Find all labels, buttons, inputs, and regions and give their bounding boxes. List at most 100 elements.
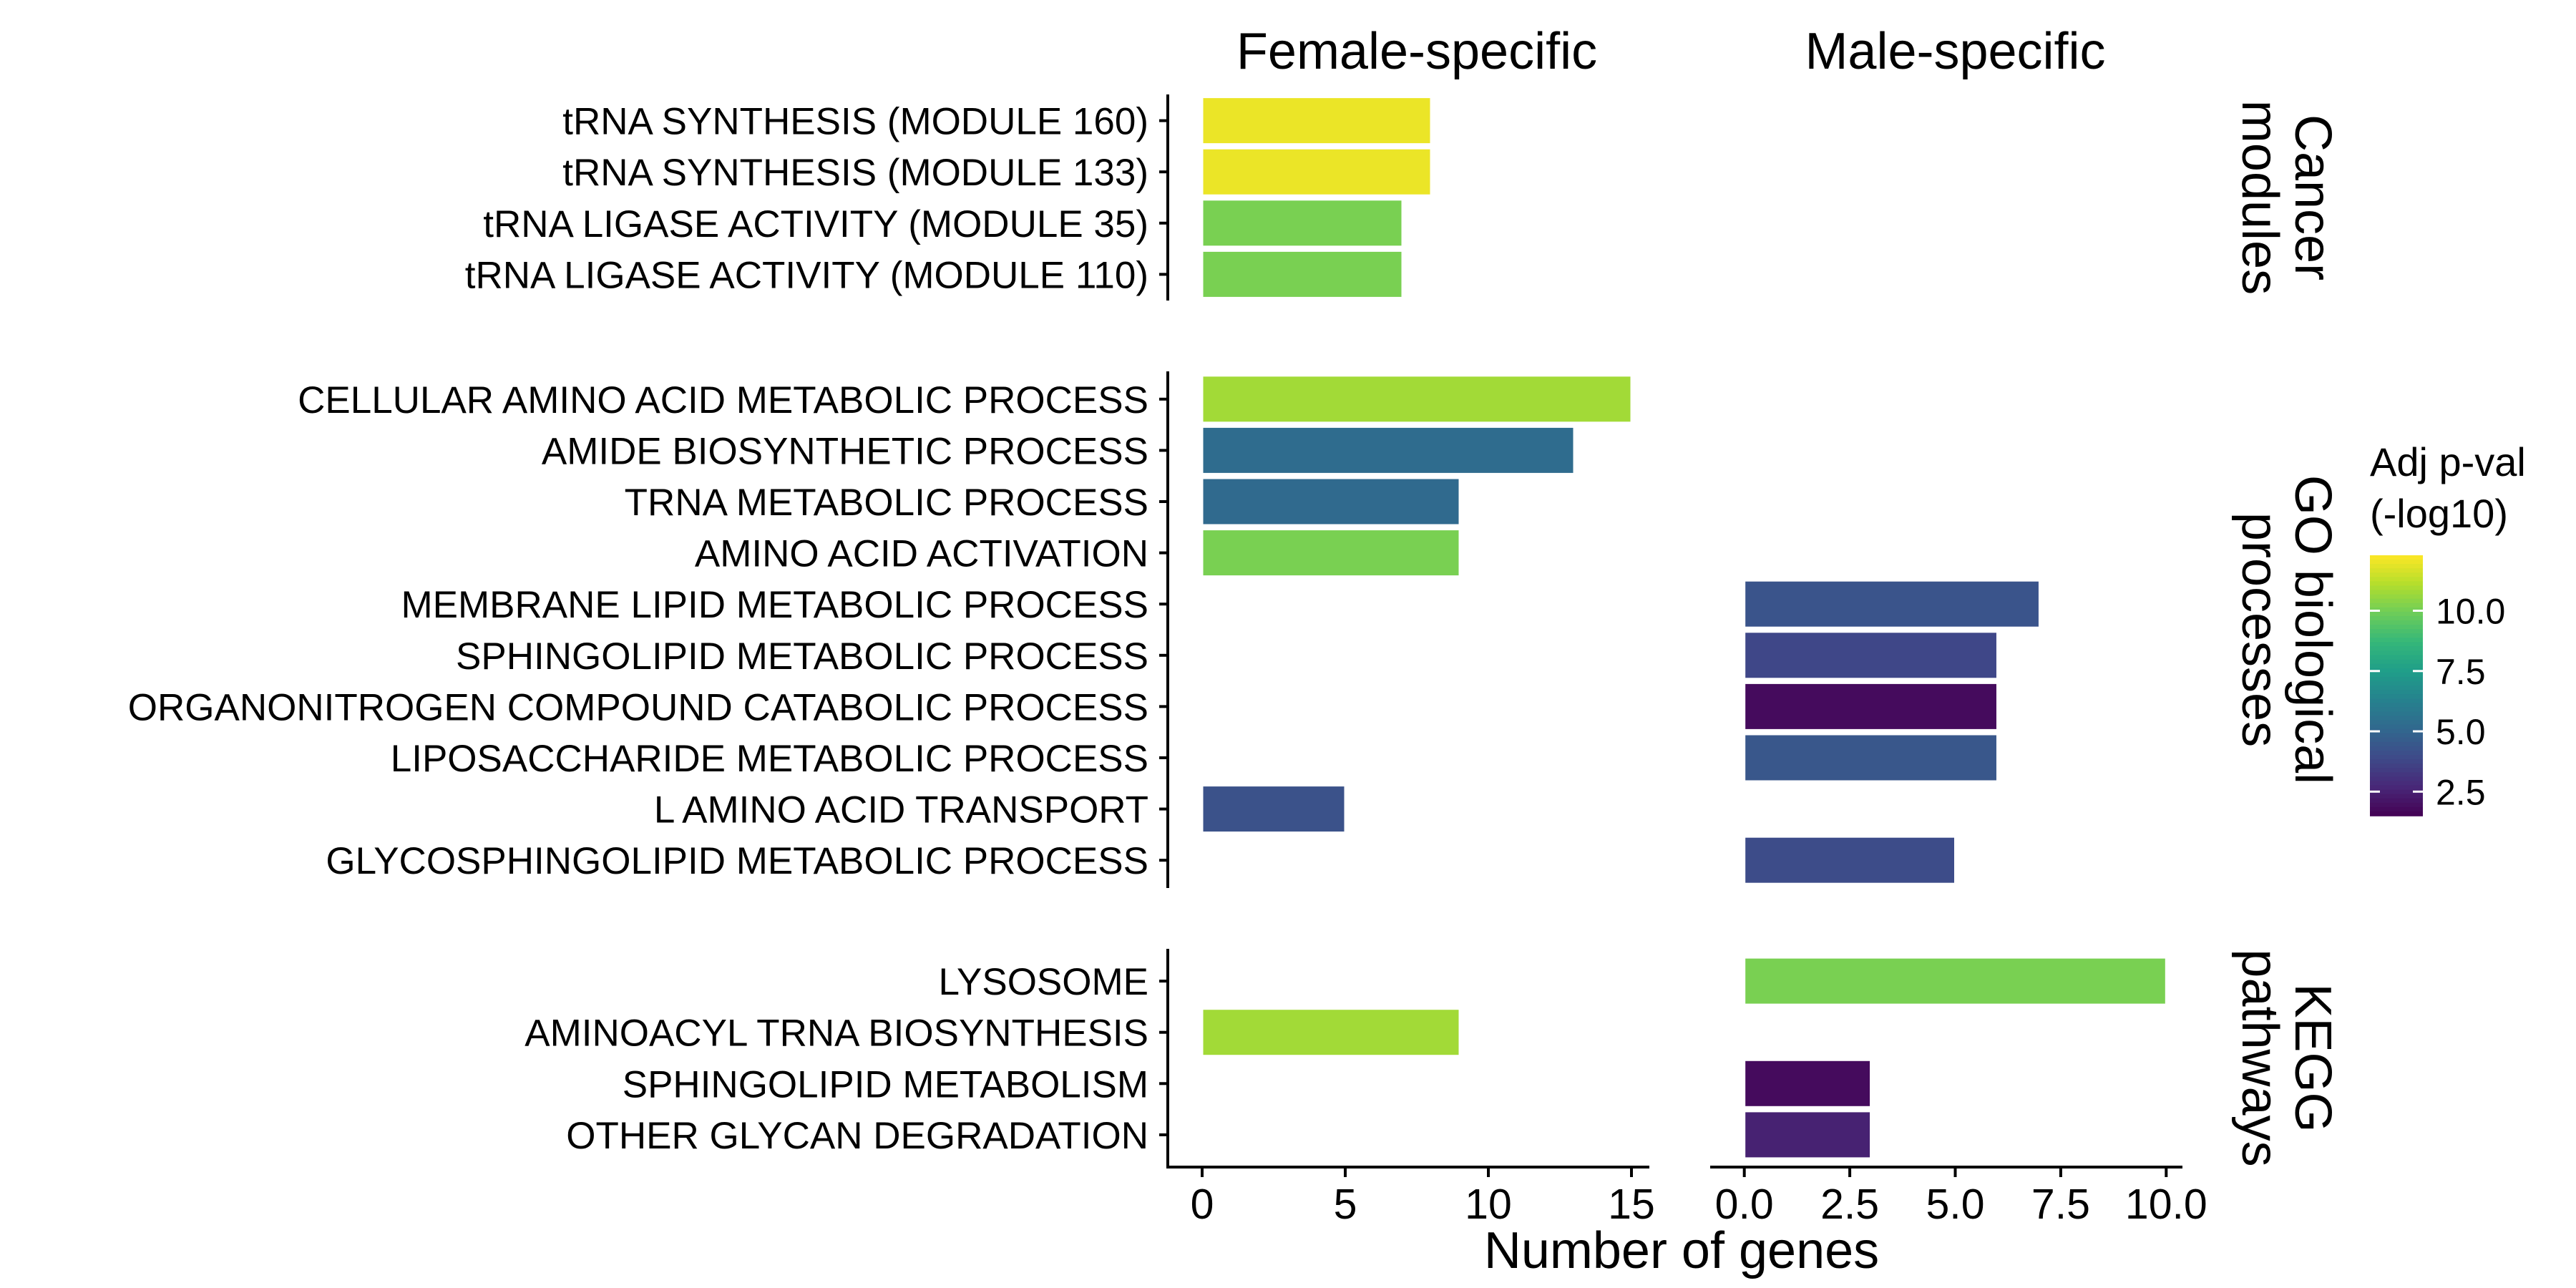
x-tick-label: 10.0 bbox=[2125, 1181, 2207, 1228]
legend-color-step bbox=[2370, 607, 2423, 613]
bar-male-sphingolipid-metabolism bbox=[1743, 1058, 1873, 1108]
bar-male-other-glycan-degradation bbox=[1743, 1110, 1873, 1160]
legend-color-step bbox=[2370, 794, 2423, 799]
x-tick-label: 2.5 bbox=[1820, 1181, 1879, 1228]
legend-color-step bbox=[2370, 806, 2423, 812]
legend-color-step bbox=[2370, 629, 2423, 634]
panel-label-line: Cancer bbox=[2284, 114, 2341, 280]
legend-color-step bbox=[2370, 785, 2423, 791]
legend-color-step bbox=[2370, 668, 2423, 673]
legend-color-step bbox=[2370, 598, 2423, 604]
bar-female-amino-acid-activation bbox=[1201, 528, 1461, 578]
row-label: LYSOSOME bbox=[938, 961, 1148, 1003]
bar-female-trna-ligase-activity-module-35 bbox=[1201, 198, 1404, 248]
legend-color-step bbox=[2370, 602, 2423, 608]
legend-color-step bbox=[2370, 672, 2423, 678]
row-label: AMINO ACID ACTIVATION bbox=[695, 533, 1148, 575]
bar-male-sphingolipid-metabolic-process bbox=[1743, 630, 1999, 680]
bar-male-organonitrogen-compound-catabolic-process bbox=[1743, 681, 1999, 731]
facet-title-male-specific: Male-specific bbox=[1805, 23, 2105, 80]
legend-color-step bbox=[2370, 763, 2423, 769]
legend-color-step bbox=[2370, 690, 2423, 695]
legend-color-step bbox=[2370, 703, 2423, 708]
legend-color-step bbox=[2370, 746, 2423, 751]
row-label: GLYCOSPHINGOLIPID METABOLIC PROCESS bbox=[326, 840, 1148, 882]
x-axis-female-specific: 0 5 10 15 bbox=[1166, 1166, 1655, 1228]
chart-panels: tRNA SYNTHESIS (MODULE 160) tRNA SYNTHESI… bbox=[128, 94, 2341, 1167]
legend-color-step bbox=[2370, 772, 2423, 778]
color-legend: Adj p-val (-log10) 10.0 7.5 5.0 2.5 bbox=[2370, 439, 2526, 816]
legend-color-step bbox=[2370, 646, 2423, 652]
bar-female-l-amino-acid-transport bbox=[1201, 784, 1347, 834]
legend-color-step bbox=[2370, 716, 2423, 721]
row-label: tRNA SYNTHESIS (MODULE 133) bbox=[562, 152, 1148, 194]
legend-color-step bbox=[2370, 572, 2423, 578]
row-label: SPHINGOLIPID METABOLISM bbox=[623, 1063, 1148, 1106]
panel-kegg-pathways: LYSOSOME AMINOACYL TRNA BIOSYNTHESIS SPHIN… bbox=[525, 949, 2341, 1167]
row-label: ORGANONITROGEN COMPOUND CATABOLIC PROCES… bbox=[128, 686, 1148, 728]
panel-label-line: GO biological bbox=[2284, 475, 2341, 784]
legend-color-step bbox=[2370, 663, 2423, 669]
legend-color-step bbox=[2370, 676, 2423, 682]
bar-male-glycosphingolipid-metabolic-process bbox=[1743, 835, 1957, 885]
bar-female-amide-biosynthetic-process bbox=[1201, 425, 1576, 475]
bar-female-trna-metabolic-process bbox=[1201, 477, 1461, 527]
legend-color-step bbox=[2370, 802, 2423, 808]
legend-color-step bbox=[2370, 615, 2423, 621]
legend-color-step bbox=[2370, 659, 2423, 665]
legend-color-step bbox=[2370, 590, 2423, 595]
panel-label-line: pathways bbox=[2231, 949, 2288, 1166]
legend-color-step bbox=[2370, 560, 2423, 565]
legend-color-step bbox=[2370, 568, 2423, 574]
legend-color-step bbox=[2370, 707, 2423, 713]
bar-female-trna-synthesis-module-133 bbox=[1201, 147, 1433, 197]
legend-color-step bbox=[2370, 724, 2423, 730]
legend-color-step bbox=[2370, 633, 2423, 639]
legend-color-step bbox=[2370, 733, 2423, 738]
legend-color-step bbox=[2370, 686, 2423, 691]
legend-color-step bbox=[2370, 694, 2423, 699]
row-label: OTHER GLYCAN DEGRADATION bbox=[566, 1115, 1148, 1157]
row-label: tRNA SYNTHESIS (MODULE 160) bbox=[562, 101, 1148, 143]
legend-color-step bbox=[2370, 655, 2423, 660]
legend-color-step bbox=[2370, 776, 2423, 782]
legend-color-step bbox=[2370, 594, 2423, 600]
legend-color-step bbox=[2370, 720, 2423, 726]
row-label: LIPOSACCHARIDE METABOLIC PROCESS bbox=[391, 738, 1148, 780]
facet-titles: Female-specific Male-specific bbox=[1236, 23, 2106, 80]
bar-male-membrane-lipid-metabolic-process bbox=[1743, 579, 2041, 629]
bar-female-trna-synthesis-module-160 bbox=[1201, 96, 1433, 146]
legend-color-step bbox=[2370, 650, 2423, 656]
legend-color-step bbox=[2370, 638, 2423, 643]
x-axes: 0 5 10 15 0.0 2.5 5.0 7.5 10.0 bbox=[1166, 1166, 2207, 1228]
legend-color-step bbox=[2370, 728, 2423, 734]
x-tick-label: 0 bbox=[1191, 1181, 1214, 1228]
x-tick-label: 15 bbox=[1608, 1181, 1655, 1228]
row-label: tRNA LIGASE ACTIVITY (MODULE 110) bbox=[465, 254, 1148, 296]
panel-label-line: processes bbox=[2231, 512, 2288, 747]
row-label: SPHINGOLIPID METABOLIC PROCESS bbox=[456, 635, 1148, 678]
legend-color-step bbox=[2370, 625, 2423, 630]
bar-female-trna-ligase-activity-module-110 bbox=[1201, 249, 1404, 299]
legend-color-step bbox=[2370, 581, 2423, 587]
legend-color-step bbox=[2370, 577, 2423, 582]
row-label: tRNA LIGASE ACTIVITY (MODULE 35) bbox=[483, 203, 1148, 245]
row-label: TRNA METABOLIC PROCESS bbox=[625, 482, 1148, 524]
x-axis-male-specific: 0.0 2.5 5.0 7.5 10.0 bbox=[1710, 1166, 2207, 1228]
legend-color-step bbox=[2370, 751, 2423, 756]
bar-male-lysosome bbox=[1743, 956, 2167, 1006]
legend-color-step bbox=[2370, 811, 2423, 816]
panel-go-biological-processes: CELLULAR AMINO ACID METABOLIC PROCESS AMI… bbox=[128, 371, 2341, 888]
facet-title-female-specific: Female-specific bbox=[1236, 23, 1597, 80]
legend-color-step bbox=[2370, 741, 2423, 747]
legend-title-line: (-log10) bbox=[2370, 491, 2508, 536]
x-tick-label: 7.5 bbox=[2031, 1181, 2090, 1228]
legend-tick-label: 2.5 bbox=[2436, 772, 2486, 812]
row-label: AMINOACYL TRNA BIOSYNTHESIS bbox=[525, 1013, 1148, 1055]
legend-color-step bbox=[2370, 564, 2423, 569]
legend-color-step bbox=[2370, 698, 2423, 704]
x-tick-label: 5 bbox=[1334, 1181, 1357, 1228]
legend-color-step bbox=[2370, 555, 2423, 560]
